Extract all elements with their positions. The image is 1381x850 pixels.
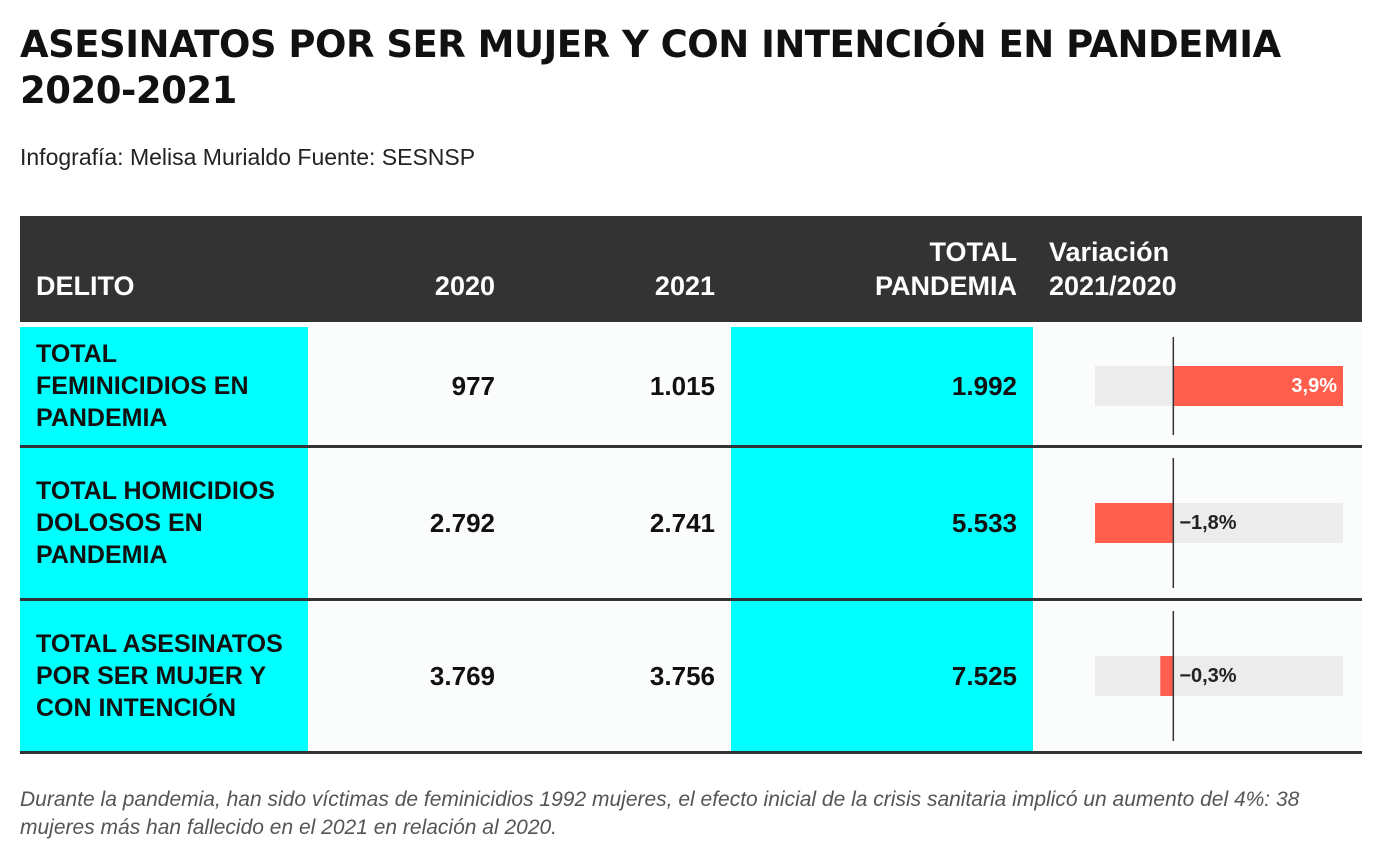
variation-bar-homicidios — [1095, 503, 1174, 543]
cell-total-asesinatos: 7.525 — [731, 599, 1033, 754]
footnote: Durante la pandemia, han sido víctimas d… — [20, 788, 1300, 839]
header-variacion: Variación 2021/2020 — [1033, 216, 1362, 327]
cell-2021-asesinatos: 3.756 — [511, 599, 731, 754]
header-delito: DELITO — [20, 216, 308, 327]
cell-2020-feminicidios: 977 — [308, 323, 511, 448]
variation-label-feminicidios: 3,9% — [1291, 375, 1337, 397]
variation-bar-chart-feminicidios: 3,9% — [1095, 337, 1343, 435]
variation-label-homicidios: −1,8% — [1179, 512, 1236, 534]
table-header-row: DELITO 2020 2021 TOTAL PANDEMIA Variació… — [20, 216, 1362, 327]
row-label-asesinatos: TOTAL ASESINATOS POR SER MUJER Y CON INT… — [20, 599, 308, 754]
variation-track-asesinatos — [1095, 656, 1343, 696]
header-variacion-label: Variación 2021/2020 — [1049, 237, 1177, 301]
variation-bar-chart-homicidios: −1,8% — [1095, 458, 1343, 588]
variation-bar-chart-asesinatos: −0,3% — [1095, 611, 1343, 741]
cell-2020-asesinatos: 3.769 — [308, 599, 511, 754]
data-table: DELITO 2020 2021 TOTAL PANDEMIA Variació… — [20, 216, 1362, 754]
variation-bar-feminicidios — [1173, 366, 1343, 406]
table-row-homicidios: TOTAL HOMICIDIOS DOLOSOS EN PANDEMIA 2.7… — [20, 446, 1362, 601]
variation-label-asesinatos: −0,3% — [1179, 665, 1236, 687]
variation-cell-asesinatos: −0,3% — [1033, 599, 1362, 754]
row-label-homicidios: TOTAL HOMICIDIOS DOLOSOS EN PANDEMIA — [20, 446, 308, 601]
table-row-feminicidios: TOTAL FEMINICIDIOS EN PANDEMIA 977 1.015… — [20, 323, 1362, 448]
variation-cell-feminicidios: 3,9% — [1033, 323, 1362, 448]
header-2020: 2020 — [308, 216, 511, 327]
cell-2021-feminicidios: 1.015 — [511, 323, 731, 448]
row-label-feminicidios: TOTAL FEMINICIDIOS EN PANDEMIA — [20, 323, 308, 448]
chart-subtitle: Infografía: Melisa Murialdo Fuente: SESN… — [20, 144, 476, 170]
header-total-pandemia: TOTAL PANDEMIA — [731, 216, 1033, 327]
cell-total-feminicidios: 1.992 — [731, 323, 1033, 448]
variation-cell-homicidios: −1,8% — [1033, 446, 1362, 601]
cell-2021-homicidios: 2.741 — [511, 446, 731, 601]
table-row-asesinatos: TOTAL ASESINATOS POR SER MUJER Y CON INT… — [20, 599, 1362, 754]
header-total-pandemia-label: TOTAL PANDEMIA — [874, 237, 1017, 301]
chart-title: ASESINATOS POR SER MUJER Y CON INTENCIÓN… — [20, 23, 1281, 112]
cell-total-homicidios: 5.533 — [731, 446, 1033, 601]
variation-bar-asesinatos — [1160, 656, 1174, 696]
cell-2020-homicidios: 2.792 — [308, 446, 511, 601]
header-2021: 2021 — [511, 216, 731, 327]
